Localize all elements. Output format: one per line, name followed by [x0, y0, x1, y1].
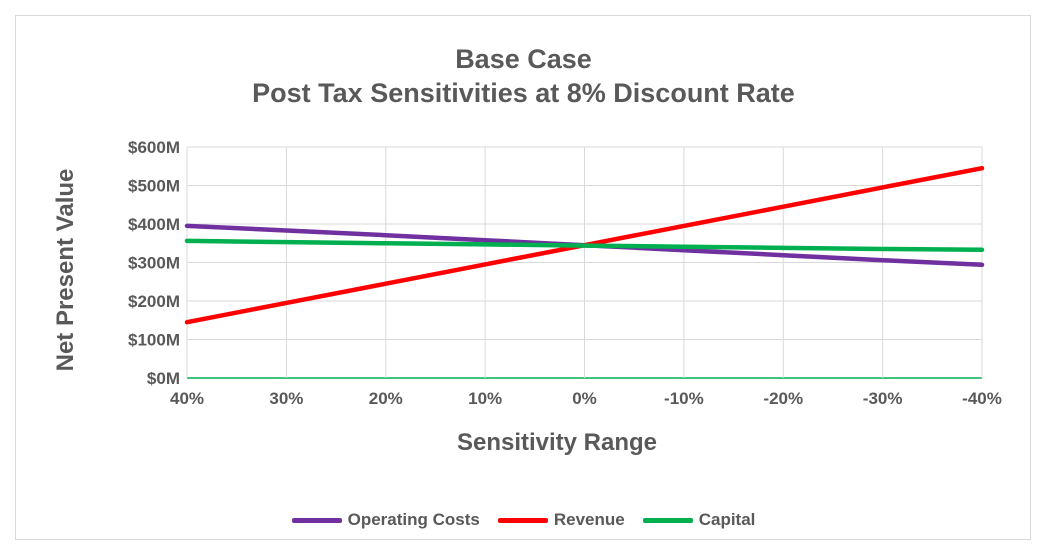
y-axis-ticks: $0M $100M $200M $300M $400M $500M $600M [128, 138, 180, 388]
x-tick-label: 0% [572, 389, 597, 408]
y-tick-label: $100M [128, 331, 180, 350]
y-tick-label: $200M [128, 292, 180, 311]
legend-item: Revenue [497, 510, 625, 530]
legend-label: Capital [698, 510, 756, 529]
chart-frame [15, 15, 1031, 540]
legend-label: Operating Costs [347, 510, 480, 529]
gridlines [186, 146, 983, 379]
legend-swatch [291, 517, 342, 523]
x-tick-label: 40% [170, 389, 204, 408]
series-lines [184, 165, 985, 325]
legend-swatch [642, 517, 693, 523]
legend-item: Capital [642, 510, 756, 530]
x-tick-label: 20% [369, 389, 403, 408]
y-tick-label: $300M [128, 254, 180, 273]
x-tick-label: -10% [664, 389, 704, 408]
y-axis-title: Net Present Value [52, 169, 79, 372]
legend-swatch [497, 517, 548, 523]
x-tick-label: -40% [962, 389, 1002, 408]
x-tick-label: -30% [863, 389, 903, 408]
y-tick-label: $400M [128, 215, 180, 234]
chart-title: Base Case [455, 44, 592, 74]
x-tick-label: 10% [468, 389, 502, 408]
y-tick-label: $500M [128, 177, 180, 196]
legend-label: Revenue [553, 510, 625, 529]
legend-item: Operating Costs [291, 510, 480, 530]
y-tick-label: $0M [147, 369, 180, 388]
series-line-capital [184, 238, 985, 253]
x-tick-label: -20% [763, 389, 803, 408]
y-tick-label: $600M [128, 138, 180, 157]
legend: Operating Costs Revenue Capital [0, 510, 1047, 530]
x-axis-title: Sensitivity Range [457, 429, 657, 456]
chart-subtitle: Post Tax Sensitivities at 8% Discount Ra… [252, 78, 795, 108]
x-tick-label: 30% [269, 389, 303, 408]
x-axis-ticks: 40% 30% 20% 10% 0% -10% -20% -30% -40% [170, 389, 1002, 408]
